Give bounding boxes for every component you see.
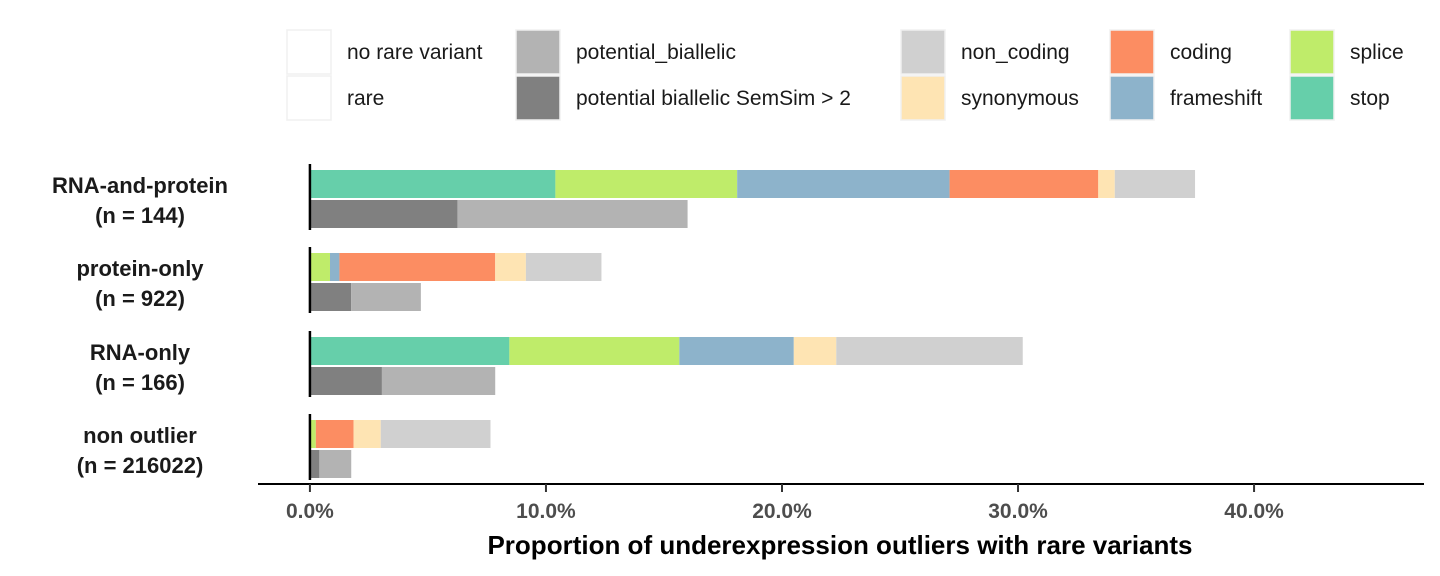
bar-group-non-outlier bbox=[308, 414, 491, 480]
bar-rna-only-potential_biallelic bbox=[381, 367, 496, 395]
legend-item-stop: stop bbox=[1289, 75, 1390, 121]
legend-item-rare: rare bbox=[286, 75, 384, 121]
category-label-rna-and-protein: RNA-and-protein bbox=[52, 173, 228, 198]
bar-rna-and-protein-potential_biallelic bbox=[457, 200, 688, 228]
legend-label-potential_biallelic: potential_biallelic bbox=[576, 41, 736, 64]
bar-protein-only-frameshift bbox=[329, 253, 340, 281]
legend-label-no_rare_variant: no rare variant bbox=[347, 41, 483, 64]
legend-swatch-rare bbox=[286, 75, 332, 121]
legend-swatch-synonymous bbox=[900, 75, 946, 121]
x-tick-label-3: 30.0% bbox=[988, 500, 1048, 523]
bar-non-outlier-non_coding bbox=[380, 420, 491, 448]
category-n-protein-only: (n = 922) bbox=[95, 286, 185, 311]
bar-rna-and-protein-synonymous bbox=[1098, 170, 1115, 198]
bar-rna-and-protein-stop bbox=[309, 170, 556, 198]
legend-swatch-non_coding bbox=[900, 29, 946, 75]
category-n-rna-only: (n = 166) bbox=[95, 370, 185, 395]
legend-swatch-stop bbox=[1289, 75, 1335, 121]
legend-swatch-potential_biallelic bbox=[515, 29, 561, 75]
bar-rna-and-protein-coding bbox=[949, 170, 1099, 198]
bar-rna-and-protein-non_coding bbox=[1114, 170, 1196, 198]
category-label-rna-only: RNA-only bbox=[90, 340, 191, 365]
legend-item-synonymous: synonymous bbox=[900, 75, 1079, 121]
legend-label-frameshift: frameshift bbox=[1170, 87, 1262, 110]
bar-rna-only-synonymous bbox=[793, 337, 837, 365]
bar-protein-only-coding bbox=[339, 253, 496, 281]
legend-label-synonymous: synonymous bbox=[961, 87, 1079, 110]
legend-label-stop: stop bbox=[1350, 87, 1390, 110]
legend-swatch-no_rare_variant bbox=[286, 29, 332, 75]
bar-rna-only-splice bbox=[509, 337, 680, 365]
legend-item-no_rare_variant: no rare variant bbox=[286, 29, 483, 75]
legend-item-potential_biallelic: potential_biallelic bbox=[515, 29, 736, 75]
bar-non-outlier-synonymous bbox=[353, 420, 381, 448]
bar-group-rna-only bbox=[308, 331, 1023, 397]
x-tick-label-1: 10.0% bbox=[516, 500, 576, 523]
x-tick-label-2: 20.0% bbox=[752, 500, 812, 523]
bar-protein-only-splice bbox=[309, 253, 330, 281]
bar-rna-and-protein-frameshift bbox=[737, 170, 950, 198]
bar-non-outlier-splice bbox=[309, 420, 316, 448]
bar-non-outlier-potential_biallelic bbox=[319, 450, 352, 478]
legend-item-potential_biallelic_semsim: potential biallelic SemSim > 2 bbox=[515, 75, 851, 121]
bar-rna-only-potential_biallelic_semsim bbox=[309, 367, 382, 395]
bar-non-outlier-potential_biallelic_semsim bbox=[309, 450, 320, 478]
x-tick-label-0: 0.0% bbox=[286, 500, 334, 523]
legend-item-frameshift: frameshift bbox=[1109, 75, 1262, 121]
legend-swatch-potential_biallelic_semsim bbox=[515, 75, 561, 121]
category-label-protein-only: protein-only bbox=[76, 256, 204, 281]
legend: no rare variant rare potential_biallelicpo… bbox=[286, 29, 1404, 121]
bar-protein-only-potential_biallelic_semsim bbox=[309, 283, 352, 311]
bars bbox=[308, 164, 1196, 480]
x-tick-label-4: 40.0% bbox=[1224, 500, 1284, 523]
x-axis: 0.0% 10.0% 20.0% 30.0% 40.0% bbox=[258, 483, 1424, 523]
bar-rna-only-non_coding bbox=[836, 337, 1023, 365]
category-n-rna-and-protein: (n = 144) bbox=[95, 203, 185, 228]
x-axis-title: Proportion of underexpression outliers w… bbox=[487, 530, 1192, 560]
bar-group-protein-only bbox=[308, 247, 602, 313]
legend-swatch-splice bbox=[1289, 29, 1335, 75]
legend-swatch-frameshift bbox=[1109, 75, 1155, 121]
category-label-non-outlier: non outlier bbox=[83, 423, 197, 448]
bar-rna-only-stop bbox=[309, 337, 510, 365]
legend-label-splice: splice bbox=[1350, 41, 1404, 64]
legend-label-coding: coding bbox=[1170, 41, 1232, 64]
bar-rna-only-frameshift bbox=[679, 337, 794, 365]
legend-item-coding: coding bbox=[1109, 29, 1232, 75]
bar-protein-only-non_coding bbox=[525, 253, 602, 281]
x-axis-ticks: 0.0% 10.0% 20.0% 30.0% 40.0% bbox=[286, 484, 1284, 523]
legend-item-splice: splice bbox=[1289, 29, 1404, 75]
bar-rna-and-protein-splice bbox=[555, 170, 738, 198]
category-n-non-outlier: (n = 216022) bbox=[77, 453, 204, 478]
legend-swatch-coding bbox=[1109, 29, 1155, 75]
category-labels: RNA-and-protein (n = 144) protein-only (n =… bbox=[52, 173, 228, 478]
legend-label-potential_biallelic_semsim: potential biallelic SemSim > 2 bbox=[576, 87, 851, 110]
legend-item-non_coding: non_coding bbox=[900, 29, 1070, 75]
bar-group-rna-and-protein bbox=[308, 164, 1196, 230]
legend-label-non_coding: non_coding bbox=[961, 41, 1070, 64]
bar-protein-only-synonymous bbox=[495, 253, 526, 281]
bar-rna-and-protein-potential_biallelic_semsim bbox=[309, 200, 458, 228]
bar-non-outlier-coding bbox=[315, 420, 354, 448]
bar-protein-only-potential_biallelic bbox=[351, 283, 421, 311]
legend-label-rare: rare bbox=[347, 87, 384, 110]
